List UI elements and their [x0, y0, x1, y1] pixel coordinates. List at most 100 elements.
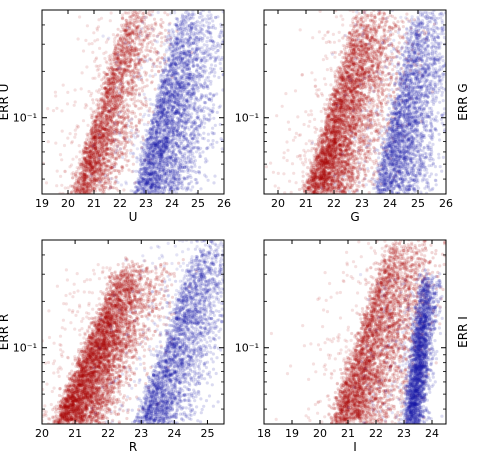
point: [93, 179, 97, 183]
point: [100, 185, 104, 189]
point: [118, 94, 122, 98]
point: [119, 88, 124, 92]
outlier-point: [97, 67, 101, 71]
point: [160, 0, 163, 2]
outlier-point: [73, 128, 77, 132]
point: [91, 140, 95, 144]
point: [117, 69, 122, 73]
point: [110, 163, 114, 167]
point: [101, 117, 105, 122]
point: [94, 125, 98, 129]
point: [135, 27, 139, 31]
point: [98, 129, 102, 133]
outlier-point: [125, 11, 129, 15]
point: [229, 27, 232, 30]
outlier-point: [108, 19, 112, 23]
point: [101, 157, 105, 161]
point: [104, 94, 108, 98]
point: [134, 115, 138, 119]
point: [84, 169, 88, 173]
point: [127, 91, 132, 95]
point: [119, 121, 123, 125]
point: [97, 180, 101, 184]
point: [109, 121, 113, 125]
outlier-point: [55, 184, 59, 188]
point: [81, 159, 85, 163]
point: [110, 166, 114, 170]
point: [84, 166, 88, 170]
point: [94, 138, 98, 142]
point: [83, 158, 87, 162]
point: [86, 133, 90, 137]
point: [198, 152, 202, 156]
point: [141, 44, 145, 49]
outlier-point: [73, 88, 77, 92]
point: [134, 124, 138, 128]
point: [105, 142, 109, 146]
point: [116, 75, 120, 79]
point: [111, 94, 115, 98]
outlier-point: [95, 26, 99, 30]
point: [89, 133, 93, 137]
point: [157, 69, 161, 73]
point: [140, 17, 144, 21]
point: [91, 98, 95, 102]
point: [93, 163, 98, 167]
point: [99, 98, 104, 102]
point: [202, 55, 206, 59]
point: [142, 14, 146, 18]
point: [142, 4, 145, 7]
point: [218, 61, 222, 66]
point: [140, 118, 144, 122]
point: [202, 125, 206, 129]
point: [121, 113, 126, 117]
point: [97, 169, 101, 174]
point: [215, 110, 219, 114]
point: [96, 130, 100, 134]
point: [137, 47, 141, 52]
point: [134, 104, 138, 108]
point: [113, 84, 117, 88]
point: [211, 19, 215, 23]
point: [103, 150, 107, 154]
point: [94, 146, 98, 150]
point: [98, 122, 102, 126]
point: [127, 33, 131, 37]
point: [86, 191, 90, 194]
point: [120, 74, 124, 78]
point: [153, 47, 157, 51]
point: [87, 162, 91, 166]
point: [107, 133, 111, 137]
point: [136, 26, 140, 30]
point: [87, 167, 91, 171]
outlier-point: [83, 106, 87, 110]
point: [117, 155, 121, 160]
point: [117, 120, 121, 124]
point: [120, 49, 124, 54]
point: [90, 131, 95, 135]
outlier-point: [76, 37, 80, 41]
point: [83, 159, 87, 163]
point: [118, 94, 122, 98]
outlier-point: [104, 40, 108, 44]
point: [98, 137, 102, 141]
point: [134, 37, 138, 41]
point: [109, 127, 113, 131]
point: [130, 199, 133, 202]
point: [87, 161, 91, 165]
point: [119, 109, 123, 113]
outlier-point: [91, 109, 95, 113]
point: [111, 84, 115, 88]
point: [189, 115, 193, 119]
point: [110, 109, 115, 113]
point: [88, 163, 92, 167]
point: [230, 37, 233, 40]
point: [119, 121, 124, 125]
point: [82, 178, 86, 182]
point: [128, 49, 132, 53]
point: [198, 56, 202, 60]
point: [120, 61, 124, 65]
point: [123, 70, 127, 74]
point: [85, 185, 89, 189]
point: [97, 112, 101, 116]
